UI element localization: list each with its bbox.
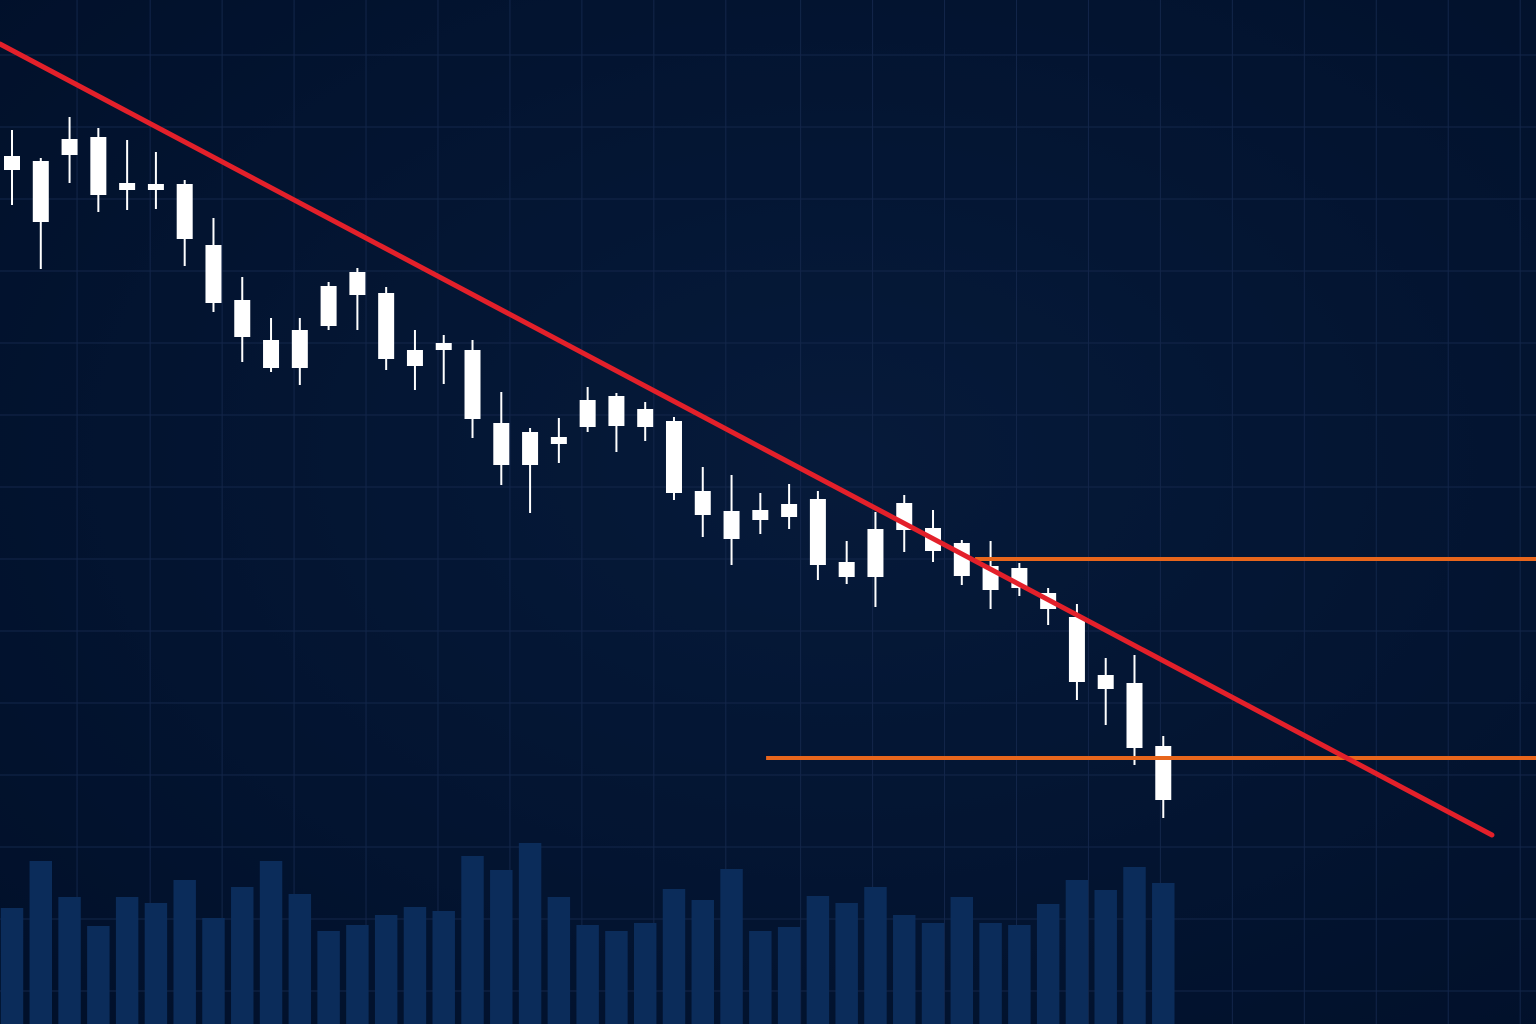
volume-bar bbox=[144, 903, 168, 1024]
volume-bar bbox=[1008, 925, 1031, 1024]
volume-bar bbox=[231, 887, 254, 1024]
candle-body bbox=[406, 350, 423, 366]
volume-bar bbox=[777, 927, 801, 1024]
volume-bar bbox=[1123, 867, 1146, 1024]
volume-bar bbox=[720, 869, 743, 1024]
volume-bar bbox=[288, 894, 312, 1024]
volume-bar bbox=[58, 897, 81, 1024]
candle-body bbox=[205, 245, 222, 303]
candle-body bbox=[608, 396, 625, 426]
volume-bar bbox=[1094, 890, 1117, 1024]
volume-bar bbox=[115, 897, 139, 1024]
volume-bar bbox=[202, 918, 225, 1024]
candle-body bbox=[550, 437, 567, 444]
volume-bar bbox=[576, 925, 599, 1024]
candle-body bbox=[579, 400, 596, 427]
candle-body bbox=[1155, 746, 1172, 800]
volume-bar bbox=[259, 861, 283, 1024]
candle-body bbox=[291, 330, 308, 368]
volume-bar bbox=[605, 931, 628, 1024]
candle-body bbox=[665, 421, 682, 493]
candle-body bbox=[234, 300, 251, 337]
trend-line bbox=[0, 41, 1495, 838]
candle-body bbox=[176, 184, 193, 239]
volume-bar bbox=[173, 880, 196, 1024]
candle-body bbox=[90, 137, 107, 195]
candle-body bbox=[493, 423, 510, 465]
volume-bar bbox=[432, 911, 455, 1024]
volume-bar bbox=[403, 907, 427, 1024]
volume-bar bbox=[29, 861, 53, 1024]
volume-bar bbox=[749, 931, 772, 1024]
volume-bar bbox=[835, 903, 858, 1024]
volume-bar bbox=[979, 923, 1002, 1024]
volume-bar bbox=[518, 843, 542, 1024]
candle-body bbox=[147, 184, 164, 190]
volume-bar bbox=[950, 897, 974, 1024]
volume-bar bbox=[893, 915, 916, 1024]
volume-bar bbox=[1152, 883, 1175, 1024]
candle-body bbox=[119, 183, 136, 190]
candle-body bbox=[4, 156, 21, 170]
candle-body bbox=[522, 432, 539, 465]
volume-bar bbox=[921, 923, 945, 1024]
volume-bar bbox=[864, 887, 887, 1024]
volume-bar bbox=[1036, 904, 1060, 1024]
volume-bar bbox=[317, 931, 340, 1024]
candle-body bbox=[723, 511, 740, 539]
volume-bar bbox=[1065, 880, 1089, 1024]
volume-bar bbox=[374, 915, 398, 1024]
candle-body bbox=[838, 562, 855, 577]
candle-body bbox=[637, 409, 654, 427]
volume-bar bbox=[346, 925, 369, 1024]
volume-bar bbox=[691, 900, 714, 1024]
candle-body bbox=[32, 161, 49, 222]
candle-body bbox=[781, 504, 798, 517]
volume-bar bbox=[662, 889, 686, 1024]
candle-body bbox=[435, 343, 452, 350]
candle-body bbox=[1097, 675, 1114, 689]
volume-bar bbox=[633, 923, 657, 1024]
volume-bar bbox=[806, 896, 830, 1024]
candle-body bbox=[263, 340, 280, 368]
candle-body bbox=[1068, 617, 1085, 682]
candle-body bbox=[61, 139, 78, 155]
candle-body bbox=[320, 286, 337, 326]
volume-bar bbox=[490, 870, 513, 1024]
candle-body bbox=[809, 499, 826, 565]
candle-body bbox=[349, 272, 366, 295]
volume-bar bbox=[0, 908, 24, 1024]
candle-body bbox=[464, 350, 481, 419]
candle-body bbox=[867, 529, 884, 577]
volume-bar bbox=[87, 926, 110, 1024]
candle-body bbox=[378, 293, 395, 359]
candle-body bbox=[694, 491, 711, 515]
volume-bar bbox=[547, 897, 571, 1024]
volume-bar bbox=[461, 856, 484, 1024]
candle-body bbox=[1126, 683, 1143, 748]
candle-body bbox=[752, 510, 769, 520]
